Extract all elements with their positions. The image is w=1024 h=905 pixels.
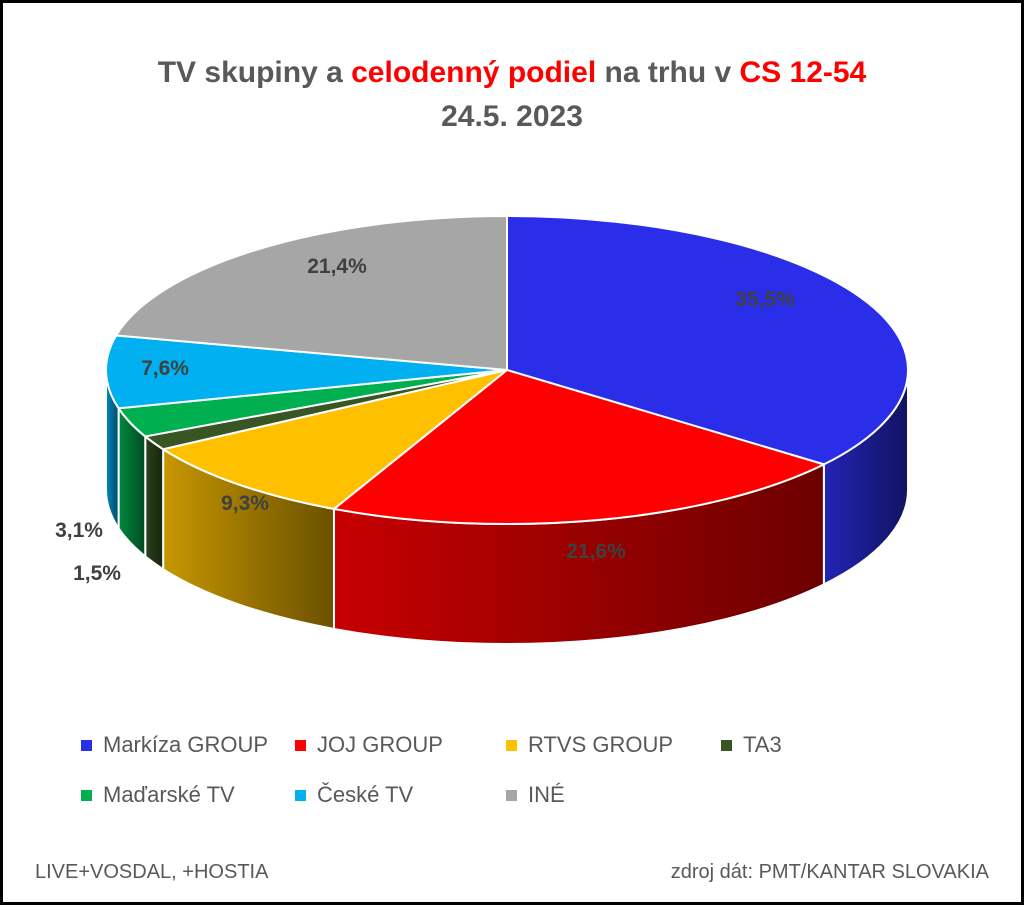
data-label-markiza: 35,5%: [735, 288, 795, 311]
data-label-rtvs: 9,3%: [221, 492, 269, 515]
pie-slice-ceske: [105, 334, 508, 410]
title-part: na trhu v: [596, 56, 740, 89]
title-part: celodenný podiel: [351, 56, 597, 89]
data-label-madarske: 3,1%: [55, 519, 103, 542]
pie-slice-rtvs: [162, 369, 508, 510]
pie-slice-joj: [332, 369, 825, 525]
title-line: TV skupiny a celodenný podiel na trhu v …: [3, 51, 1021, 95]
title-part: TV skupiny a: [157, 56, 352, 89]
title-part: CS 12-54: [739, 56, 867, 89]
data-label-ine: 21,4%: [307, 255, 367, 278]
pie-slice-ine: [115, 215, 508, 371]
pie-chart: 35,5% 21,6% 9,3% 1,5% 3,1% 7,6% 21,4%: [55, 215, 909, 645]
pie-slice-markiza: [506, 215, 909, 466]
footer-note: LIVE+VOSDAL, +HOSTIA: [35, 861, 269, 883]
data-label-ta3: 1,5%: [73, 562, 121, 585]
pie-side-ta3: [144, 434, 165, 572]
chart-title: TV skupiny a celodenný podiel na trhu v …: [3, 51, 1021, 139]
data-label-ceske: 7,6%: [141, 357, 189, 380]
footer-source: zdroj dát: PMT/KANTAR SLOVAKIA: [670, 861, 989, 883]
chart-subtitle: 24.5. 2023: [441, 100, 583, 133]
data-label-joj: 21,6%: [566, 540, 626, 563]
